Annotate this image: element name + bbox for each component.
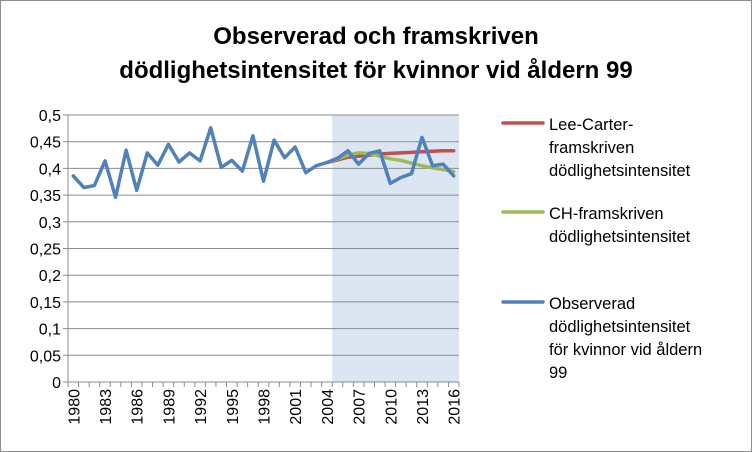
y-tick-label: 0,05: [30, 348, 61, 365]
y-tick-label: 0,45: [30, 135, 61, 152]
x-tick-label: 2010: [383, 389, 400, 425]
y-tick-label: 0,2: [39, 268, 61, 285]
legend-label-2: dödlighetsintensitet: [549, 228, 691, 246]
x-tick-label: 2007: [352, 389, 369, 425]
legend-label-1: Lee-Carter-: [549, 116, 633, 134]
series-line-2: [325, 151, 456, 174]
x-tick-label: 1989: [161, 389, 178, 425]
legend-label-3: 99: [549, 364, 567, 382]
x-tick-label: 1983: [98, 389, 115, 425]
y-tick-label: 0: [52, 375, 61, 392]
x-tick-label: 1995: [225, 389, 242, 425]
x-tick-label: 1998: [257, 389, 274, 425]
x-tick-label: 1980: [66, 389, 83, 425]
y-tick-label: 0,4: [39, 161, 61, 178]
x-tick-label: 1992: [193, 389, 210, 425]
y-tick-label: 0,25: [30, 242, 61, 259]
legend-label-1: dödlighetsintensitet: [549, 162, 691, 180]
x-tick-label: 2016: [447, 389, 464, 425]
x-tick-label: 2001: [288, 389, 305, 425]
legend-label-3: dödlighetsintensitet: [549, 318, 691, 336]
chart-title: Observerad och framskriven dödlighetsint…: [0, 20, 752, 88]
x-tick-label: 1986: [130, 389, 147, 425]
chart-title-line-2: dödlighetsintensitet för kvinnor vid åld…: [119, 57, 633, 84]
legend-label-3: för kvinnor vid åldern: [549, 341, 702, 359]
series-line-1: [325, 149, 456, 165]
x-tick-label: 2013: [415, 389, 432, 425]
y-tick-label: 0,3: [39, 215, 61, 232]
y-tick-label: 0,15: [30, 295, 61, 312]
y-tick-label: 0,35: [30, 188, 61, 205]
legend-label-2: CH-framskriven: [549, 205, 664, 223]
chart-title-line-1: Observerad och framskriven: [213, 23, 539, 50]
y-tick-label: 0,1: [39, 322, 61, 339]
legend-label-3: Observerad: [549, 295, 635, 313]
y-tick-label: 0,5: [39, 108, 61, 125]
x-tick-label: 2004: [320, 389, 337, 425]
series-line-3: [71, 126, 456, 199]
legend-label-1: framskriven: [549, 139, 634, 157]
